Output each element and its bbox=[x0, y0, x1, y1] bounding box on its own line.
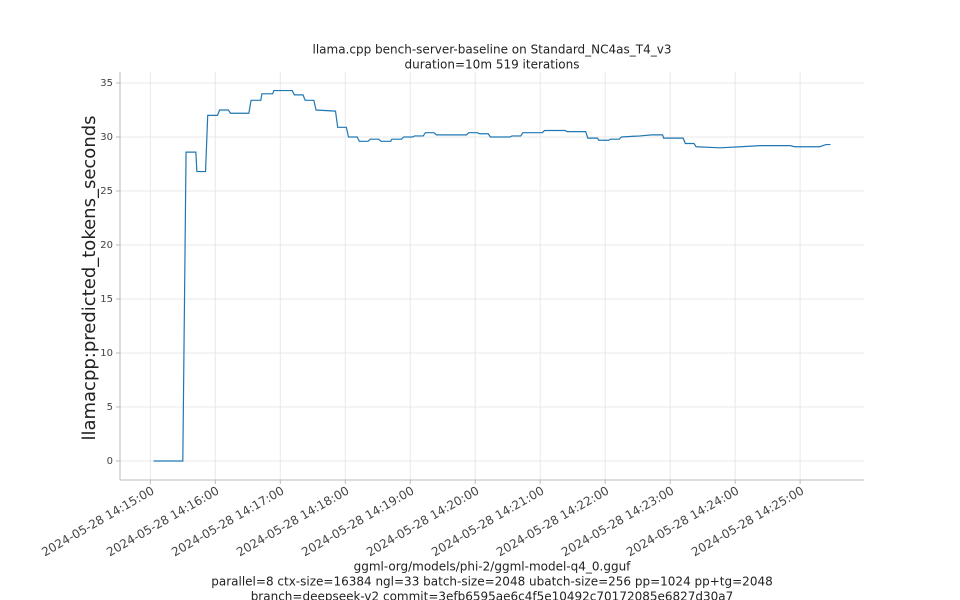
x-tick-label: 2024-05-28 14:18:00 bbox=[234, 484, 351, 560]
y-tick-label: 30 bbox=[100, 132, 113, 143]
x-tick-label: 2024-05-28 14:20:00 bbox=[364, 484, 481, 560]
footer-text: ggml-org/models/phi-2/ggml-model-q4_0.gg… bbox=[354, 560, 632, 574]
x-tick-label: 2024-05-28 14:19:00 bbox=[299, 484, 416, 560]
x-tick-label: 2024-05-28 14:17:00 bbox=[169, 484, 286, 560]
chart-title: llama.cpp bench-server-baseline on Stand… bbox=[313, 43, 672, 57]
x-tick-label: 2024-05-28 14:24:00 bbox=[624, 484, 741, 560]
y-tick-label: 0 bbox=[107, 456, 113, 467]
footer-text: branch=deepseek-v2 commit=3efb6595ae6c4f… bbox=[251, 590, 734, 600]
y-tick-label: 25 bbox=[100, 186, 113, 197]
y-tick-label: 15 bbox=[100, 294, 113, 305]
y-axis-label: llamacpp:predicted_tokens_seconds bbox=[79, 115, 100, 440]
footer-text: parallel=8 ctx-size=16384 ngl=33 batch-s… bbox=[211, 575, 772, 589]
x-tick-label: 2024-05-28 14:21:00 bbox=[429, 484, 546, 560]
data-line bbox=[153, 89, 831, 462]
y-tick-label: 20 bbox=[100, 240, 113, 251]
x-tick-label: 2024-05-28 14:25:00 bbox=[689, 484, 806, 560]
y-tick-label: 35 bbox=[100, 78, 113, 89]
y-tick-label: 10 bbox=[100, 348, 113, 359]
x-tick-label: 2024-05-28 14:23:00 bbox=[559, 484, 676, 560]
x-tick-label: 2024-05-28 14:16:00 bbox=[104, 484, 221, 560]
y-tick-label: 5 bbox=[107, 402, 113, 413]
x-tick-label: 2024-05-28 14:15:00 bbox=[39, 484, 156, 560]
chart-subtitle: duration=10m 519 iterations bbox=[405, 58, 580, 72]
x-tick-label: 2024-05-28 14:22:00 bbox=[494, 484, 611, 560]
